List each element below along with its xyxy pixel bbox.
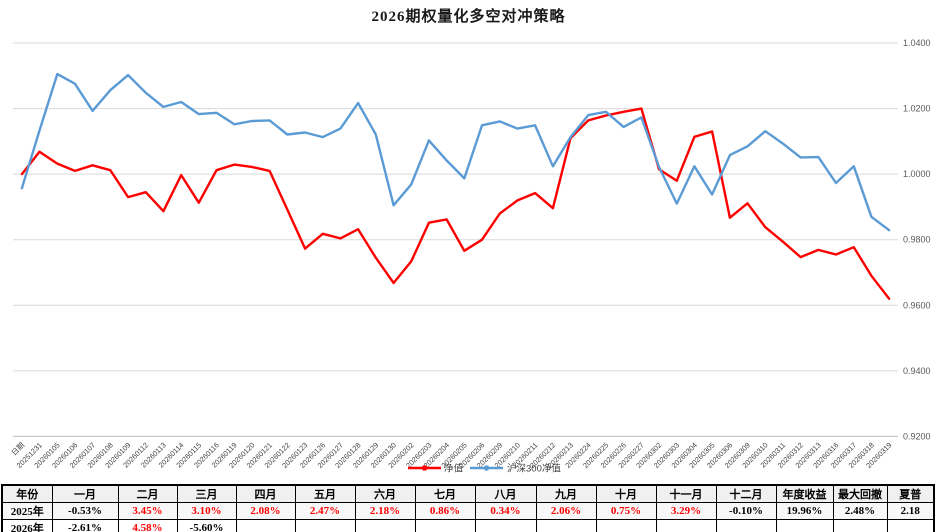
y-axis-label: 0.9200 [903, 431, 931, 441]
value-cell[interactable] [595, 519, 657, 532]
table-header-row: 年份 一月 二月 三月 四月 五月 六月 七月 八月 九月 十月 十一月 十二月 年度收益 最大回撤 夏普 [1, 484, 935, 503]
table-header-cell[interactable]: 六月 [354, 484, 416, 503]
value-cell[interactable] [775, 519, 834, 532]
table-header-cell[interactable]: 三月 [176, 484, 237, 503]
table-row-2026: 2026年 -2.61% 4.58% -5.60% [1, 519, 935, 532]
table-header-cell[interactable]: 十二月 [715, 484, 777, 503]
value-cell[interactable]: 2.48% [832, 502, 888, 520]
value-cell[interactable]: 19.96% [775, 502, 834, 520]
value-cell[interactable]: 2.18% [354, 502, 416, 520]
hs300-line [20, 72, 891, 232]
table-header-cell[interactable]: 四月 [235, 484, 296, 503]
table-header-cell[interactable]: 年度收益 [775, 484, 834, 503]
table-header-cell[interactable]: 二月 [117, 484, 178, 503]
value-cell[interactable]: 2.06% [535, 502, 597, 520]
table-header-cell[interactable]: 十一月 [655, 484, 717, 503]
value-cell[interactable] [474, 519, 537, 532]
legend-label: 沪深300净值 [507, 463, 561, 475]
table-header-cell[interactable]: 七月 [414, 484, 476, 503]
value-cell[interactable] [535, 519, 597, 532]
year-cell[interactable]: 2026年 [1, 519, 53, 532]
table-header-cell[interactable]: 五月 [294, 484, 356, 503]
value-cell[interactable]: -5.60% [176, 519, 237, 532]
table-row-2025: 2025年 -0.53% 3.45% 3.10% 2.08% 2.47% 2.18% 0.86… [1, 502, 935, 520]
value-cell[interactable] [832, 519, 888, 532]
value-cell[interactable]: 3.10% [176, 502, 237, 520]
value-cell[interactable]: 2.47% [294, 502, 356, 520]
value-cell[interactable] [886, 519, 935, 532]
value-cell[interactable] [414, 519, 476, 532]
performance-table: 年份 一月 二月 三月 四月 五月 六月 七月 八月 九月 十月 十一月 十二月 年度收益 最大回撤 夏普 2… [1, 484, 935, 532]
value-cell[interactable]: 2.08% [235, 502, 296, 520]
value-cell[interactable] [715, 519, 777, 532]
chart-title: 2026期权量化多空对冲策略 [371, 9, 566, 25]
value-cell[interactable]: 4.58% [117, 519, 178, 532]
table-header-cell[interactable]: 九月 [535, 484, 597, 503]
table-header-cell[interactable]: 十月 [595, 484, 657, 503]
table-header-cell[interactable]: 夏普 [886, 484, 935, 503]
nav-line [20, 107, 891, 300]
value-cell[interactable] [294, 519, 356, 532]
value-cell[interactable] [354, 519, 416, 532]
value-cell[interactable]: -2.61% [51, 519, 119, 532]
value-cell[interactable]: -0.10% [715, 502, 777, 520]
year-cell[interactable]: 2025年 [1, 502, 53, 520]
value-cell[interactable]: 0.75% [595, 502, 657, 520]
value-cell[interactable]: 0.34% [474, 502, 537, 520]
y-axis-label: 1.0400 [903, 38, 931, 48]
table-header-cell[interactable]: 八月 [474, 484, 537, 503]
y-axis-label: 0.9800 [903, 235, 931, 245]
value-cell[interactable] [235, 519, 296, 532]
value-cell[interactable]: -0.53% [51, 502, 119, 520]
y-axis-label: 1.0200 [903, 104, 931, 114]
y-axis-label: 0.9600 [903, 300, 931, 310]
legend-label: 净值 [444, 463, 464, 475]
line-chart[interactable]: 1.0400 1.0200 1.0000 0.9800 0.9600 0.9400 0.92… [0, 0, 937, 484]
value-cell[interactable] [655, 519, 717, 532]
value-cell[interactable]: 0.86% [414, 502, 476, 520]
value-cell[interactable]: 3.45% [117, 502, 178, 520]
table-header-cell[interactable]: 年份 [1, 484, 53, 503]
value-cell[interactable]: 2.18 [886, 502, 935, 520]
y-axis-label: 1.0000 [903, 169, 931, 179]
table-header-cell[interactable]: 一月 [51, 484, 119, 503]
y-axis-label: 0.9400 [903, 366, 931, 376]
table-header-cell[interactable]: 最大回撤 [832, 484, 888, 503]
value-cell[interactable]: 3.29% [655, 502, 717, 520]
